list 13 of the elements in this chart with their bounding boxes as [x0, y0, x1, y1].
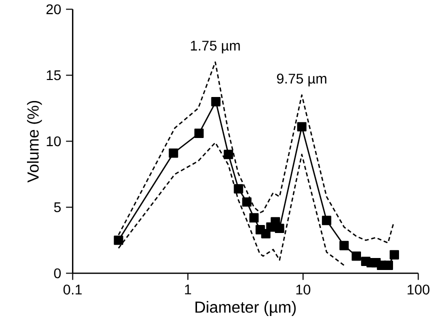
y-tick-label: 0 [54, 268, 61, 278]
x-axis-title: Diameter (µm) [196, 301, 296, 316]
annotation: 1.75 µm [190, 40, 240, 54]
y-tick-label: 5 [54, 202, 61, 212]
y-tick-label: 20 [46, 4, 61, 14]
y-axis-title: Volume (%) [27, 100, 42, 183]
annotation: 9.75 µm [277, 74, 326, 86]
x-tick-label: 100 [408, 284, 430, 295]
x-tick-label: 10 [296, 284, 310, 295]
x-tick-label: 1 [185, 284, 192, 294]
y-tick-label: 15 [46, 70, 61, 80]
y-tick-label: 10 [46, 136, 61, 146]
x-tick-label: 0.1 [63, 284, 82, 295]
